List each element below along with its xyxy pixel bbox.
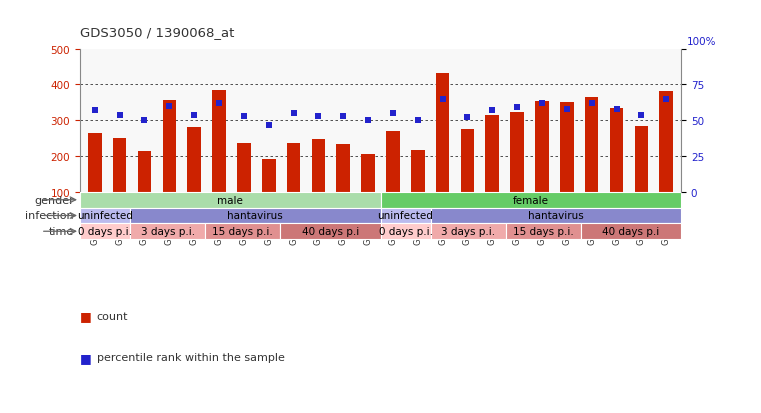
Point bbox=[511, 105, 524, 112]
Bar bbox=[411, 150, 425, 228]
Bar bbox=[130, 224, 205, 240]
Bar bbox=[635, 127, 648, 228]
Bar bbox=[130, 208, 380, 224]
Text: 3 days p.i.: 3 days p.i. bbox=[141, 227, 195, 237]
Text: 40 days p.i: 40 days p.i bbox=[603, 227, 660, 237]
Point bbox=[164, 103, 176, 110]
Point bbox=[412, 118, 424, 124]
Bar bbox=[431, 208, 681, 224]
Bar bbox=[535, 101, 549, 228]
Bar bbox=[88, 133, 102, 228]
Bar bbox=[237, 143, 250, 228]
Text: 100%: 100% bbox=[686, 37, 716, 47]
Bar bbox=[380, 192, 681, 208]
Bar bbox=[280, 224, 380, 240]
Text: hantavirus: hantavirus bbox=[228, 211, 283, 221]
Point bbox=[585, 100, 597, 107]
Text: GDS3050 / 1390068_at: GDS3050 / 1390068_at bbox=[80, 26, 234, 39]
Bar bbox=[311, 140, 325, 228]
Text: 0 days p.i.: 0 days p.i. bbox=[78, 227, 132, 237]
Bar bbox=[581, 224, 681, 240]
Point bbox=[237, 114, 250, 120]
Bar bbox=[386, 132, 400, 228]
Bar bbox=[610, 109, 623, 228]
Bar bbox=[361, 154, 375, 228]
Point bbox=[486, 108, 498, 114]
Bar bbox=[287, 143, 301, 228]
Text: 40 days p.i: 40 days p.i bbox=[302, 227, 359, 237]
Text: uninfected: uninfected bbox=[377, 211, 434, 221]
Text: female: female bbox=[513, 195, 549, 205]
Point bbox=[312, 114, 324, 120]
Point bbox=[288, 111, 300, 117]
Bar bbox=[431, 224, 506, 240]
Bar bbox=[560, 102, 574, 228]
Text: time: time bbox=[49, 227, 74, 237]
Point bbox=[635, 112, 648, 119]
Bar bbox=[380, 208, 431, 224]
Bar bbox=[585, 98, 598, 228]
Point bbox=[387, 111, 399, 117]
Point bbox=[362, 118, 374, 124]
Text: gender: gender bbox=[34, 195, 74, 205]
Bar bbox=[460, 129, 474, 228]
Bar bbox=[212, 90, 226, 228]
Text: percentile rank within the sample: percentile rank within the sample bbox=[97, 352, 285, 362]
Bar bbox=[506, 224, 581, 240]
Bar bbox=[80, 208, 130, 224]
Bar bbox=[659, 91, 673, 228]
Text: male: male bbox=[217, 195, 244, 205]
Point bbox=[213, 100, 225, 107]
Text: 3 days p.i.: 3 days p.i. bbox=[441, 227, 495, 237]
Point bbox=[561, 106, 573, 113]
Text: 15 days p.i.: 15 days p.i. bbox=[212, 227, 273, 237]
Point bbox=[437, 96, 449, 103]
Point bbox=[139, 118, 151, 124]
Bar bbox=[80, 192, 380, 208]
Text: ■: ■ bbox=[80, 309, 91, 323]
Bar bbox=[138, 151, 151, 228]
Text: infection: infection bbox=[25, 211, 74, 221]
Point bbox=[188, 112, 200, 119]
Bar bbox=[262, 159, 275, 228]
Bar bbox=[436, 74, 450, 228]
Point bbox=[461, 115, 473, 121]
Point bbox=[660, 96, 672, 103]
Text: 0 days p.i.: 0 days p.i. bbox=[378, 227, 432, 237]
Point bbox=[610, 106, 622, 113]
Bar bbox=[163, 100, 176, 228]
Bar bbox=[113, 139, 126, 228]
Point bbox=[89, 108, 101, 114]
Text: count: count bbox=[97, 311, 128, 321]
Point bbox=[337, 114, 349, 120]
Point bbox=[113, 112, 126, 119]
Bar bbox=[205, 224, 280, 240]
Bar bbox=[80, 224, 130, 240]
Bar bbox=[486, 116, 499, 228]
Text: hantavirus: hantavirus bbox=[528, 211, 584, 221]
Text: uninfected: uninfected bbox=[77, 211, 133, 221]
Bar bbox=[511, 113, 524, 228]
Bar bbox=[336, 145, 350, 228]
Point bbox=[536, 100, 548, 107]
Point bbox=[263, 122, 275, 128]
Text: ■: ■ bbox=[80, 351, 91, 364]
Text: 15 days p.i.: 15 days p.i. bbox=[513, 227, 574, 237]
Bar bbox=[380, 224, 431, 240]
Bar bbox=[187, 128, 201, 228]
